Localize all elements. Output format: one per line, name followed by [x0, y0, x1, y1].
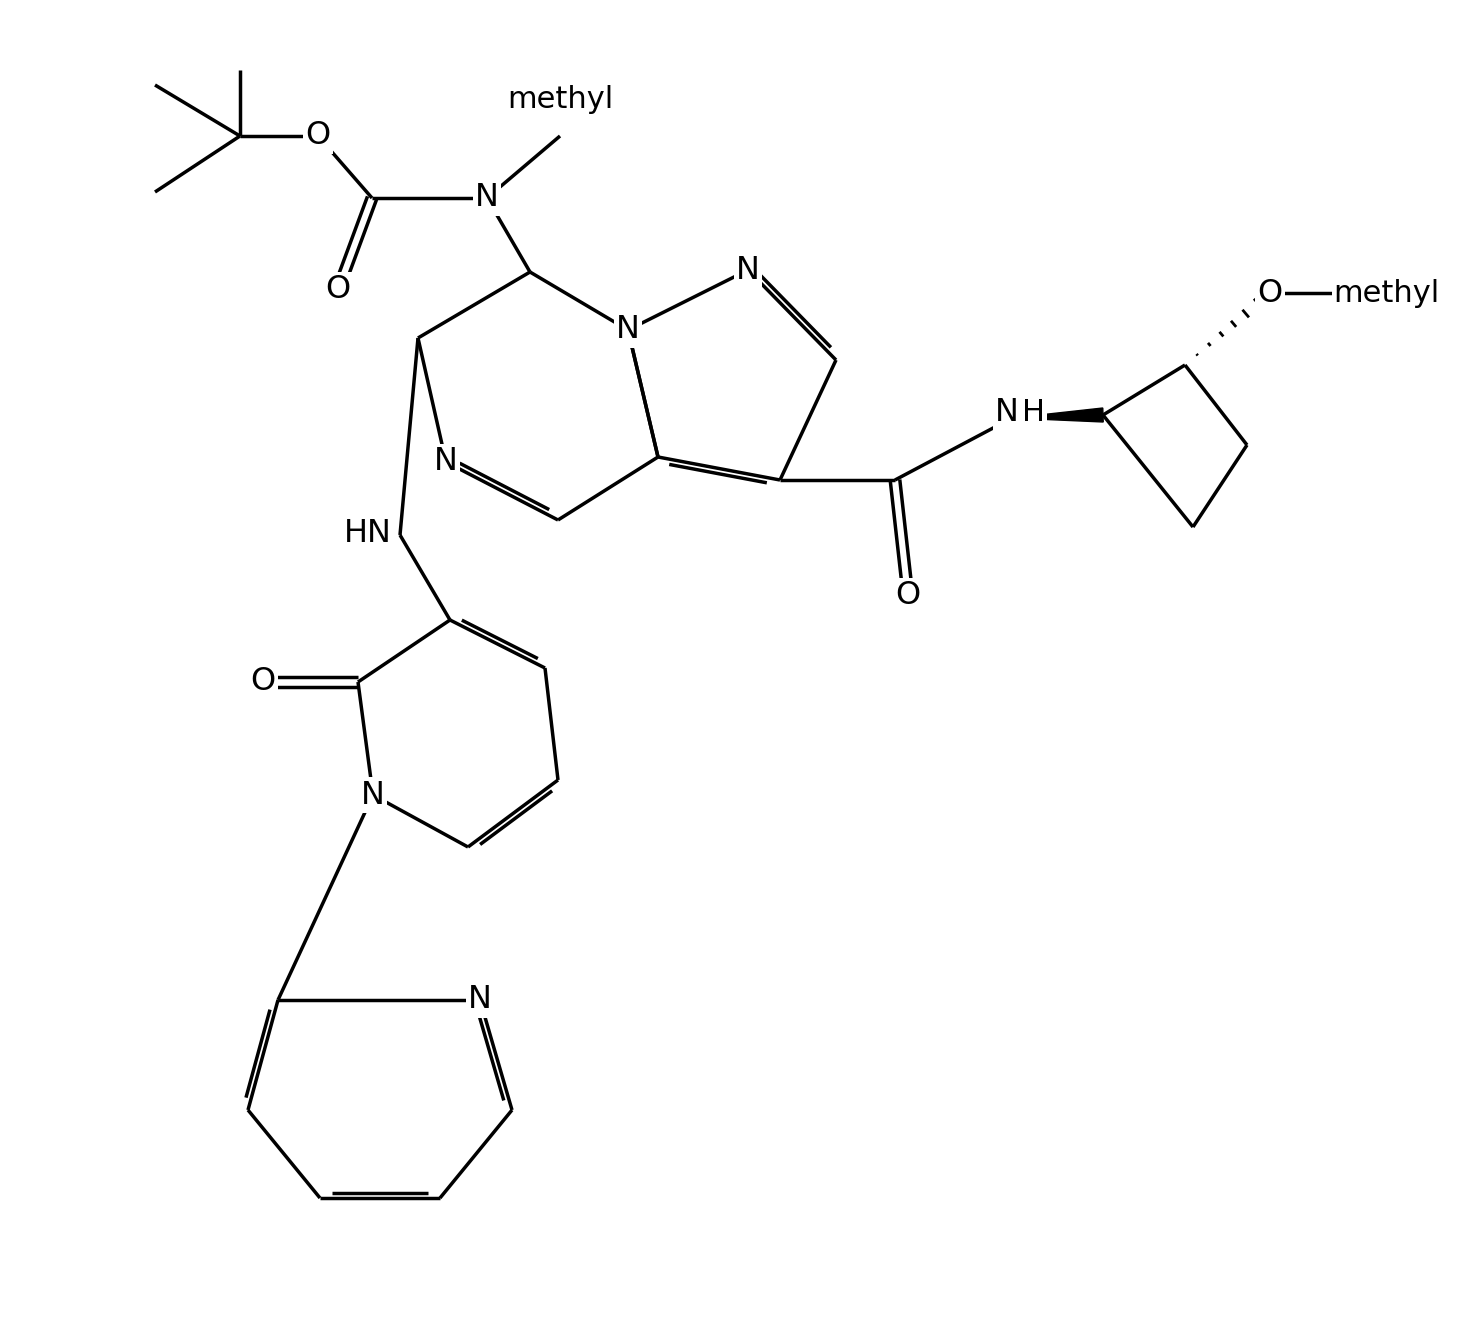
Text: N: N [468, 984, 491, 1015]
Text: N: N [361, 779, 385, 811]
Text: N: N [475, 183, 499, 213]
Text: O: O [326, 275, 351, 305]
Text: methyl: methyl [1333, 279, 1440, 308]
Text: O: O [306, 120, 330, 152]
Polygon shape [1012, 408, 1104, 422]
Text: N: N [616, 315, 640, 346]
Text: N: N [434, 447, 458, 478]
Text: O: O [895, 580, 921, 611]
Text: O: O [250, 667, 275, 698]
Text: methyl: methyl [507, 85, 613, 115]
Text: N: N [735, 255, 760, 285]
Text: HN: HN [344, 518, 392, 548]
Text: N: N [996, 398, 1019, 428]
Text: O: O [1257, 277, 1282, 308]
Text: H: H [1022, 399, 1045, 427]
